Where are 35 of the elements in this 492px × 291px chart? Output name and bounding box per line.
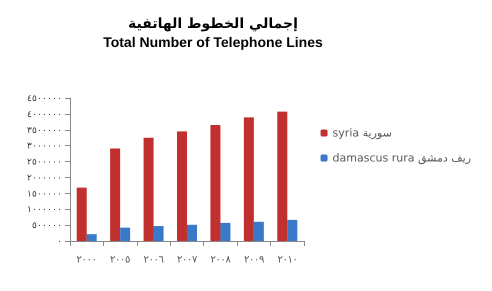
bar xyxy=(177,131,187,241)
y-tick-label: ٣٠٠٠٠٠٠ xyxy=(27,140,62,151)
y-tick-label: ٢٠٠٠٠٠٠ xyxy=(27,172,62,182)
x-tick-label: ٢٠٠٩ xyxy=(244,254,264,266)
y-tick-label: ١٥٠٠٠٠٠ xyxy=(27,188,62,198)
bar xyxy=(254,222,264,241)
y-tick-label: ١٠٠٠٠٠٠ xyxy=(27,204,62,214)
x-tick-label: ٢٠٠٨ xyxy=(210,254,232,266)
x-tick-label: ٢٠٠٥ xyxy=(110,254,130,266)
bar xyxy=(210,125,220,241)
x-tick-label: ٢٠٠٦ xyxy=(144,254,164,266)
y-tick-label: ٥٠٠٠٠٠ xyxy=(32,220,62,230)
bar xyxy=(154,226,164,241)
bar xyxy=(187,224,197,241)
bar xyxy=(120,228,130,241)
y-tick-label: ٣٥٠٠٠٠٠ xyxy=(27,124,62,135)
bar xyxy=(244,117,254,241)
y-tick-label: ٤٠٠٠٠٠٠ xyxy=(27,108,62,119)
bar xyxy=(86,234,97,241)
bar xyxy=(277,112,288,241)
bar xyxy=(144,138,154,241)
y-tick-label: ٢٥٠٠٠٠٠ xyxy=(27,156,62,167)
bar xyxy=(220,222,230,241)
bar xyxy=(287,220,298,241)
x-tick-label: ٢٠٠٠ xyxy=(76,254,97,266)
chart-title: إجمالي الخطوط الهاتفية xyxy=(128,16,298,32)
bar xyxy=(110,148,120,241)
bar xyxy=(76,188,87,241)
legend-label: syria سورية xyxy=(332,126,392,140)
y-tick-label: ٤٥٠٠٠٠٠ xyxy=(27,93,62,103)
x-tick-label: ٢٠١٠ xyxy=(277,254,298,266)
y-tick-label: ٠ xyxy=(57,236,62,246)
x-tick-label: ٢٠٠٧ xyxy=(177,254,198,266)
legend-label: damascus rura ريف دمشق xyxy=(332,152,472,164)
chart-subtitle: Total Number of Telephone Lines xyxy=(103,34,324,50)
